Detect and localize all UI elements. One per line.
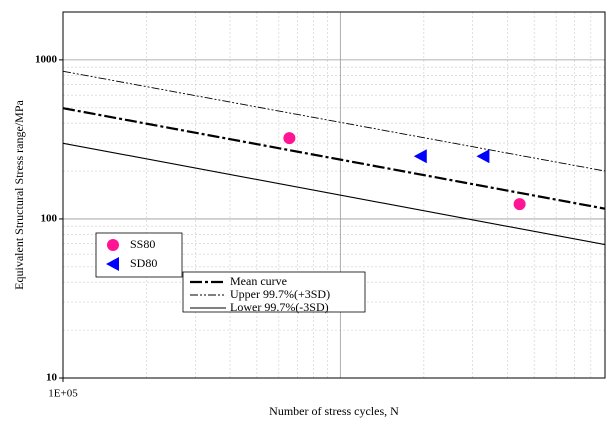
- point: [513, 198, 526, 211]
- x-axis-label: Number of stress cycles, N: [269, 404, 399, 418]
- legend-label: Upper 99.7%(+3SD): [230, 287, 330, 301]
- point: [283, 132, 296, 145]
- y-tick-label: 100: [41, 212, 58, 224]
- point: [476, 149, 490, 164]
- fit-line: [63, 142, 605, 246]
- point: [106, 257, 119, 271]
- fit-line: [63, 70, 605, 172]
- point: [413, 149, 427, 164]
- plot-frame: [62, 11, 606, 379]
- fit-line: [63, 107, 605, 210]
- legend-label: SD80: [130, 256, 157, 270]
- y-tick-label: 10: [46, 372, 58, 384]
- x-tick-label: 1E+05: [48, 388, 78, 400]
- point: [107, 239, 119, 251]
- legend-label: Mean curve: [230, 274, 287, 288]
- y-tick-label: 1000: [35, 53, 58, 65]
- y-axis-label: Equivalent Structural Stress range/MPa: [12, 100, 26, 290]
- legend-lines: [182, 271, 366, 313]
- legend-label: Lower 99.7%(-3SD): [230, 300, 329, 314]
- legend-label: SS80: [130, 237, 155, 251]
